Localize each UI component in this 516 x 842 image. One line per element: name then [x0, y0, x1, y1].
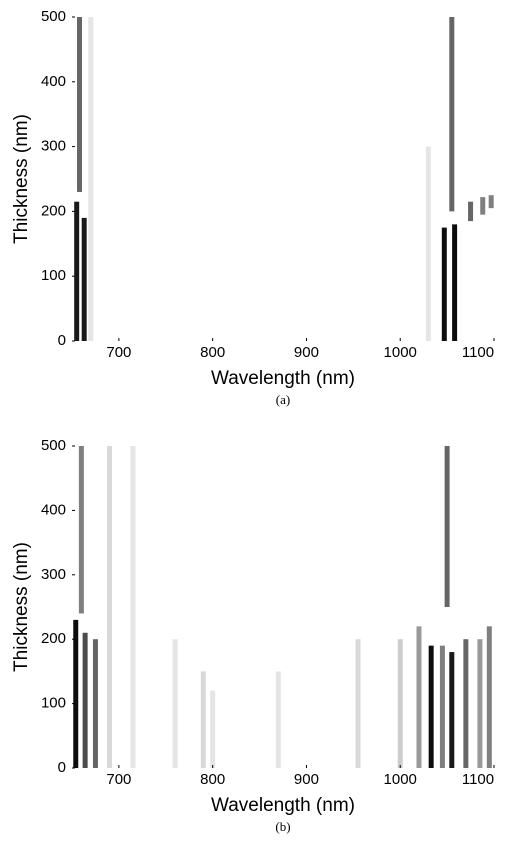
stripe: [463, 639, 469, 768]
x-tick-label: 1100: [462, 771, 494, 788]
stripe: [74, 201, 80, 341]
x-tick-label: 800: [200, 771, 225, 788]
stripe: [444, 446, 450, 607]
y-tick-label: 400: [41, 73, 66, 90]
stripe: [477, 639, 483, 768]
stripe: [92, 639, 98, 768]
stripe: [425, 146, 431, 341]
stripe: [130, 446, 136, 768]
stripe: [486, 626, 492, 768]
stripe: [107, 446, 113, 768]
x-axis-label: Wavelength (nm): [211, 368, 355, 389]
stripe: [77, 17, 83, 192]
stripe: [449, 652, 455, 768]
stripe: [81, 217, 87, 341]
caption: (a): [276, 392, 290, 407]
stripe: [200, 671, 206, 768]
y-tick-label: 400: [41, 501, 66, 518]
stripe: [439, 645, 445, 768]
stripe: [468, 201, 474, 222]
y-axis-label: Thickness (nm): [11, 114, 32, 244]
stripe: [488, 195, 494, 209]
y-tick-label: 0: [58, 759, 66, 776]
stripe: [449, 17, 455, 212]
x-tick-label: 800: [200, 344, 225, 361]
caption: (b): [275, 819, 290, 834]
stripe: [416, 626, 422, 768]
y-tick-label: 100: [41, 695, 66, 712]
x-tick-label: 900: [294, 344, 319, 361]
x-tick-label: 900: [294, 771, 319, 788]
x-tick-label: 1100: [462, 344, 494, 361]
stripe: [275, 671, 281, 768]
stripe: [88, 17, 94, 341]
y-tick-label: 200: [41, 202, 66, 219]
stripe: [355, 639, 361, 768]
stripe: [441, 227, 447, 341]
stripe: [210, 690, 216, 768]
stripe: [73, 619, 79, 768]
stripe: [452, 224, 458, 341]
y-tick-label: 500: [41, 8, 66, 25]
x-tick-label: 700: [106, 344, 131, 361]
stripe: [172, 639, 178, 768]
stripe: [428, 645, 434, 768]
y-tick-label: 300: [41, 566, 66, 583]
y-tick-label: 200: [41, 630, 66, 647]
y-tick-label: 0: [58, 332, 66, 349]
stripe: [480, 197, 486, 215]
x-tick-label: 1000: [384, 771, 417, 788]
y-tick-label: 300: [41, 138, 66, 155]
stripe: [397, 639, 403, 768]
x-axis-label: Wavelength (nm): [211, 795, 355, 816]
x-tick-label: 700: [106, 771, 131, 788]
x-tick-label: 1000: [384, 344, 417, 361]
y-axis-label: Thickness (nm): [11, 542, 32, 672]
y-tick-label: 100: [41, 267, 66, 284]
y-tick-label: 500: [41, 437, 66, 454]
stripe: [82, 632, 88, 768]
stripe: [78, 446, 84, 614]
